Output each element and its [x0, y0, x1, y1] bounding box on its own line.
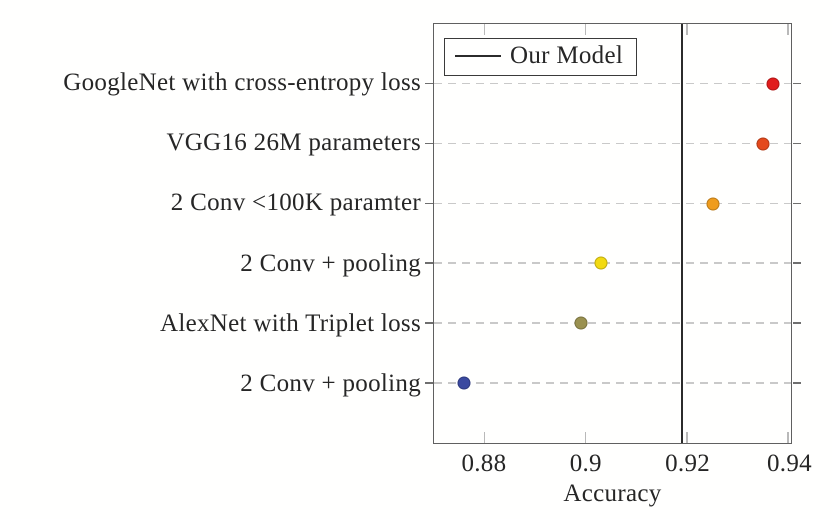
plot-area: Our Model [424, 23, 801, 444]
x-tick [584, 432, 587, 443]
gridline [434, 202, 791, 205]
x-tick-label: 0.88 [461, 450, 507, 477]
y-tick [792, 322, 801, 324]
y-tick [424, 142, 433, 145]
y-axis-labels: GoogleNet with cross-entropy loss VGG16 2… [0, 23, 421, 444]
y-tick [792, 202, 801, 205]
x-tick [483, 24, 486, 35]
gridline [434, 382, 791, 384]
y-tick [792, 142, 801, 145]
data-point [766, 77, 780, 91]
y-tick [424, 382, 433, 384]
x-tick [686, 24, 688, 35]
y-tick [792, 262, 801, 264]
x-tick [584, 24, 587, 35]
y-tick [424, 322, 433, 324]
x-axis-title: Accuracy [563, 480, 662, 507]
y-tick [424, 202, 433, 205]
legend-line-sample [455, 55, 501, 57]
data-point [574, 316, 588, 330]
y-tick [424, 262, 433, 264]
data-point [756, 137, 770, 151]
x-tick [483, 432, 486, 443]
gridline [434, 322, 791, 324]
y-tick [424, 82, 433, 85]
x-tick [686, 432, 688, 443]
data-point [706, 197, 719, 211]
y-axis-label: 2 Conv + pooling [240, 249, 421, 277]
y-axis-label: 2 Conv <100K paramter [170, 189, 421, 217]
x-tick-label: 0.92 [665, 450, 711, 477]
x-tick-label: 0.94 [766, 450, 812, 477]
y-axis-label: 2 Conv + pooling [240, 369, 421, 397]
x-tick [787, 432, 789, 443]
gridline [434, 262, 791, 264]
data-point [594, 256, 608, 270]
legend-label: Our Model [510, 42, 624, 69]
y-tick [792, 82, 801, 85]
gridline [434, 82, 791, 85]
gridline [434, 142, 791, 145]
y-axis-label: VGG16 26M parameters [166, 129, 421, 157]
y-tick [792, 382, 801, 384]
x-tick [787, 24, 789, 35]
y-axis-label: AlexNet with Triplet loss [160, 309, 421, 337]
reference-line [681, 24, 684, 443]
legend: Our Model [444, 38, 638, 76]
y-axis-label: GoogleNet with cross-entropy loss [63, 69, 421, 97]
data-point [457, 376, 471, 390]
x-tick-label: 0.9 [569, 450, 602, 477]
